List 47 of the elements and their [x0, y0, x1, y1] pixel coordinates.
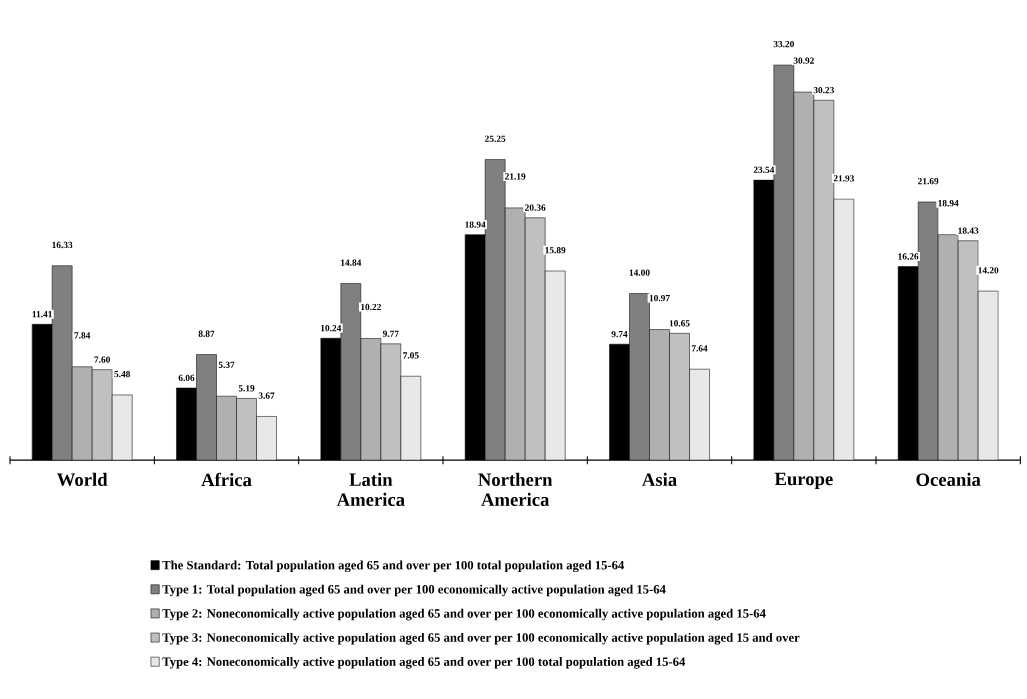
data-label: 18.94 [465, 221, 486, 228]
data-label: 20.36 [525, 204, 546, 211]
data-label: 9.74 [611, 331, 628, 338]
data-label: 8.87 [198, 330, 215, 337]
data-label: 10.24 [321, 325, 342, 332]
data-label: 6.06 [178, 374, 195, 382]
data-label: 14.84 [341, 259, 362, 266]
data-label: 7.84 [74, 332, 91, 339]
data-label: 5.48 [114, 371, 131, 378]
data-label: 18.43 [958, 227, 979, 234]
data-label: 14.20 [978, 267, 999, 274]
x-tick-label: Oceania [916, 472, 981, 487]
x-tick-label: World [57, 472, 108, 487]
legend-label: Type 2: Noneconomically active population aged 65 and over per 100 economically active population aged 15-64 [162, 608, 766, 621]
data-label: 7.60 [94, 356, 110, 363]
data-label: 25.25 [485, 135, 506, 142]
data-label: 21.19 [505, 173, 526, 180]
data-label: 10.97 [649, 294, 670, 302]
data-label: 11.41 [32, 311, 52, 318]
data-label: 14.00 [629, 269, 650, 276]
data-label: 15.89 [545, 247, 566, 254]
data-label: 21.69 [918, 178, 939, 185]
data-label: 18.94 [938, 200, 959, 207]
legend-label: Type 3: Noneconomically active population aged 65 and over per 100 economically active population aged 15 and over [162, 632, 800, 645]
legend-label: Type 4: Noneconomically active population aged 65 and over per 100 total population aged 15-64 [162, 657, 686, 669]
data-label: 30.23 [813, 87, 835, 94]
data-label: 16.33 [52, 241, 73, 249]
x-tick-label: Europe [774, 472, 833, 490]
x-tick-label: Africa [201, 472, 252, 487]
legend-label: The Standard: Total population aged 65 and over per 100 total population aged 15-64 [162, 560, 625, 573]
data-label: 16.26 [898, 253, 919, 260]
data-label: 10.22 [361, 303, 381, 311]
data-label: 3.67 [258, 392, 275, 399]
data-label: 33.20 [773, 41, 794, 48]
data-label: 23.54 [753, 166, 775, 174]
data-label: 7.64 [691, 345, 708, 352]
data-label: 5.37 [218, 361, 235, 368]
data-label: 30.92 [793, 57, 814, 64]
data-label: 9.77 [382, 330, 399, 337]
data-label: 10.65 [669, 320, 690, 327]
x-tick-label: Asia [642, 472, 677, 487]
data-label: 7.05 [403, 352, 419, 359]
legend-label: Type 1: Total population aged 65 and over per 100 economically active population aged 15-64 [162, 584, 666, 597]
data-label: 5.19 [238, 385, 255, 392]
x-tick-label: Latin America [336, 472, 405, 507]
data-label: 21.93 [833, 175, 855, 182]
x-tick-label: Northern America [478, 472, 553, 507]
